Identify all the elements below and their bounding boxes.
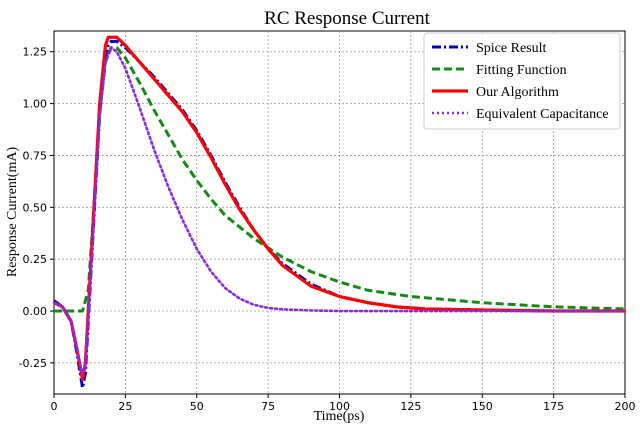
legend-label: Spice Result xyxy=(476,41,546,56)
y-tick-label: 0.25 xyxy=(23,253,48,266)
y-tick-label: 1.00 xyxy=(23,98,48,111)
x-tick-label: 0 xyxy=(51,400,58,413)
y-tick-label: 0.75 xyxy=(23,149,48,162)
y-tick-label: 1.25 xyxy=(23,46,48,59)
legend-label: Equivalent Capacitance xyxy=(476,107,609,122)
series-line-equivalent-capacitance xyxy=(52,46,627,377)
legend-label: Our Algorithm xyxy=(476,85,559,100)
x-axis-title: Time(ps) xyxy=(314,409,365,424)
axis-ticks: 0 25 50 75 100 125 150 175 200 -0.25 0.00 0.25 0.50 0… xyxy=(19,46,636,413)
series-line-fitting-function xyxy=(54,46,626,313)
x-tick-label: 125 xyxy=(400,400,421,413)
legend-label: Fitting Function xyxy=(476,63,567,78)
series-lines xyxy=(52,35,627,390)
x-tick-label: 75 xyxy=(261,400,275,413)
x-tick-label: 25 xyxy=(118,400,132,413)
chart-title: RC Response Current xyxy=(264,8,430,29)
y-tick-label: 0.50 xyxy=(23,201,48,214)
y-tick-label: -0.25 xyxy=(19,357,47,370)
x-tick-label: 100 xyxy=(329,400,350,413)
x-tick-label: 150 xyxy=(472,400,493,413)
x-tick-label: 175 xyxy=(543,400,564,413)
legend: Spice Result Fitting Function Our Algorith… xyxy=(423,32,621,130)
x-tick-label: 50 xyxy=(190,400,204,413)
legend-box xyxy=(423,32,621,130)
x-tick-label: 200 xyxy=(615,400,636,413)
y-axis-title: Response Current(mA) xyxy=(5,147,20,278)
y-tick-label: 0.00 xyxy=(23,305,48,318)
